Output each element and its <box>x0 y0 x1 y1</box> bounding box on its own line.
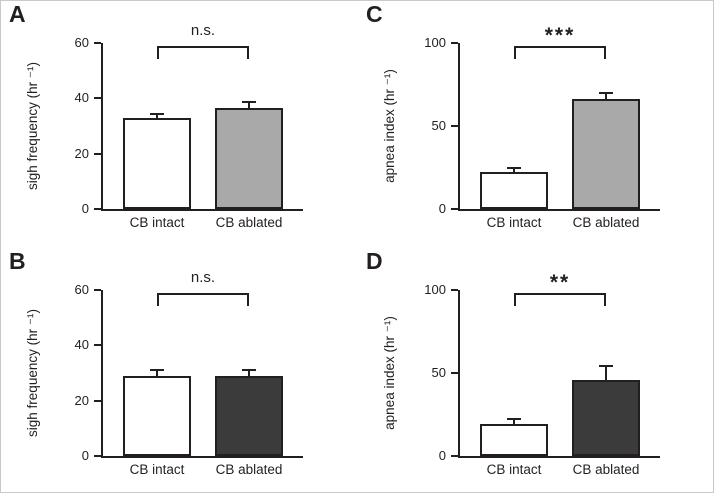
plot-area: 0 20 40 60 CB intact CB ablated n.s. <box>75 269 303 477</box>
panel-b: B sigh frequency (hr ⁻¹) 0 20 40 60 CB intac… <box>1 248 358 492</box>
error-bar <box>156 113 158 118</box>
y-axis-tick <box>451 125 458 127</box>
x-category-label: CB ablated <box>215 462 283 477</box>
panel-c: C apnea index (hr ⁻¹) 0 50 100 CB intact CB … <box>358 1 713 247</box>
y-axis-tick <box>451 455 458 457</box>
y-tick-label: 40 <box>74 90 89 106</box>
error-bar-cap <box>150 369 164 372</box>
y-axis-tick <box>94 455 101 457</box>
y-axis-label: apnea index (hr ⁻¹) <box>382 69 397 183</box>
x-category-label: CB intact <box>486 215 542 230</box>
plot-area: 0 50 100 CB intact CB ablated *** <box>424 24 660 230</box>
error-bar-cap <box>242 101 256 104</box>
y-axis-tick <box>451 208 458 210</box>
y-tick-label: 0 <box>81 448 89 463</box>
error-bar-cap <box>242 369 256 372</box>
error-bar-cap <box>599 91 613 94</box>
y-axis-tick <box>94 152 101 155</box>
y-tick-label: 100 <box>424 35 446 50</box>
significance-bracket <box>157 46 249 59</box>
significance-bracket <box>514 293 606 306</box>
bar <box>480 424 548 456</box>
panel-a: A sigh frequency (hr ⁻¹) 0 20 40 60 CB intac… <box>1 1 358 247</box>
panel-letter: A <box>9 1 26 27</box>
panel-letter: B <box>9 248 26 274</box>
significance-label: n.s. <box>190 269 216 286</box>
error-bar <box>605 366 607 380</box>
bar <box>123 375 191 456</box>
y-axis-tick <box>451 42 458 44</box>
x-category-label: CB intact <box>129 215 185 230</box>
y-tick-label: 20 <box>74 392 89 408</box>
panel-letter: C <box>366 1 383 27</box>
plot-area: 0 20 40 60 CB intact CB ablated n.s. <box>75 22 303 230</box>
error-bar-cap <box>599 365 613 368</box>
plot-area: 0 50 100 CB intact CB ablated ** <box>424 271 660 477</box>
significance-bracket <box>514 46 606 59</box>
significance-label: *** <box>544 24 576 47</box>
y-tick-label: 0 <box>81 201 89 216</box>
y-axis-label: sigh frequency (hr ⁻¹) <box>25 62 40 190</box>
y-axis-tick <box>94 399 101 402</box>
bar <box>123 117 191 209</box>
panel-d: D apnea index (hr ⁻¹) 0 50 100 CB intact CB … <box>358 248 713 492</box>
y-axis-tick <box>94 289 101 291</box>
y-tick-label: 0 <box>438 448 446 463</box>
x-category-label: CB intact <box>486 462 542 477</box>
significance-label: ** <box>549 271 571 294</box>
y-tick-label: 60 <box>74 35 89 50</box>
error-bar-cap <box>150 112 164 115</box>
x-category-label: CB ablated <box>215 215 283 230</box>
y-tick-label: 50 <box>431 118 446 133</box>
error-bar <box>513 418 515 425</box>
y-axis-tick <box>451 372 458 374</box>
x-category-label: CB intact <box>129 462 185 477</box>
significance-label: n.s. <box>190 22 216 39</box>
panel-letter: D <box>366 248 383 274</box>
y-axis-tick <box>451 289 458 291</box>
y-tick-label: 20 <box>74 145 89 161</box>
y-tick-label: 0 <box>438 201 446 216</box>
x-category-label: CB ablated <box>572 215 640 230</box>
y-axis-tick <box>94 344 101 347</box>
error-bar-cap <box>507 166 521 169</box>
x-category-label: CB ablated <box>572 462 640 477</box>
y-axis-label: apnea index (hr ⁻¹) <box>382 316 397 430</box>
bar <box>480 172 548 209</box>
bar <box>215 375 283 456</box>
error-bar-cap <box>507 417 521 420</box>
y-axis-tick <box>94 42 101 44</box>
y-axis-tick <box>94 208 101 210</box>
bar <box>572 379 640 456</box>
y-axis-label: sigh frequency (hr ⁻¹) <box>25 309 40 437</box>
y-tick-label: 60 <box>74 282 89 297</box>
bar <box>572 99 640 209</box>
significance-bracket <box>157 293 249 306</box>
bar <box>215 108 283 209</box>
error-bar <box>248 102 250 108</box>
error-bar <box>513 167 515 173</box>
y-tick-label: 50 <box>431 365 446 380</box>
error-bar <box>605 92 607 100</box>
y-axis-tick <box>94 97 101 100</box>
error-bar <box>156 370 158 376</box>
y-tick-label: 100 <box>424 282 446 297</box>
y-tick-label: 40 <box>74 337 89 353</box>
error-bar <box>248 370 250 376</box>
